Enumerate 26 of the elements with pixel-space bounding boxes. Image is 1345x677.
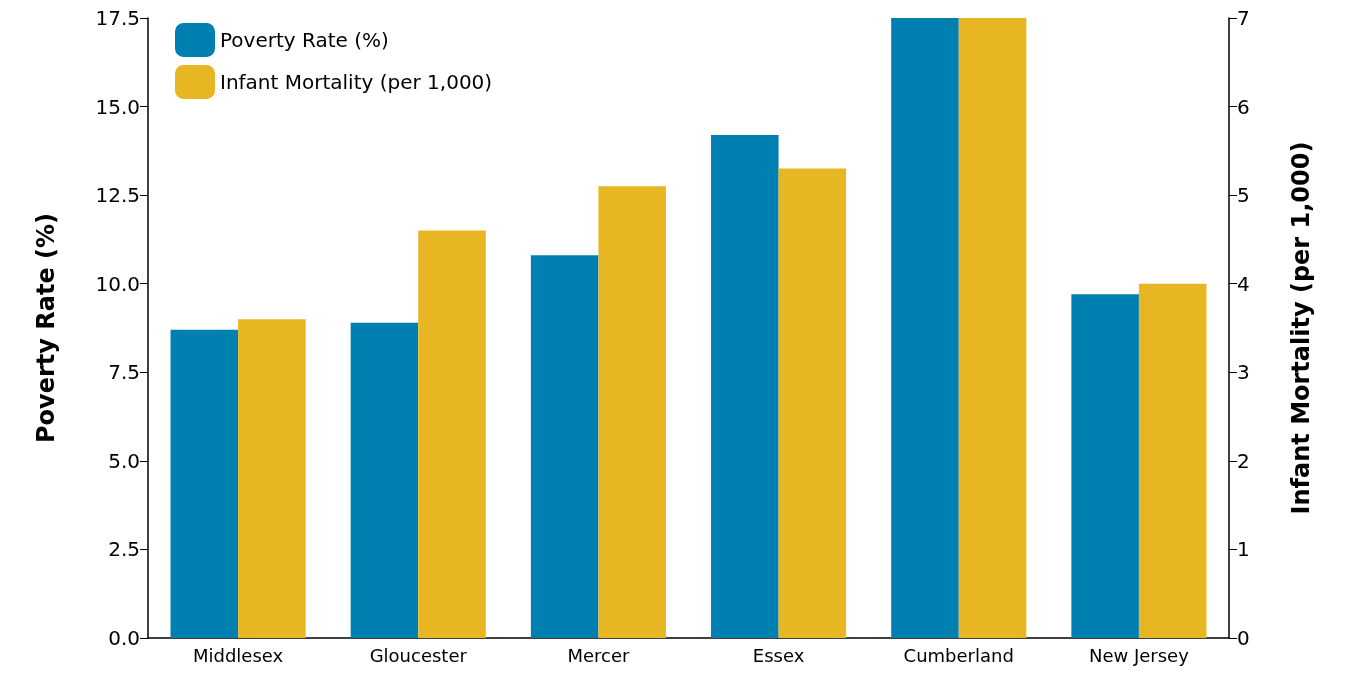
x-tick-label: Cumberland xyxy=(903,644,1014,666)
x-tick-label: Essex xyxy=(752,644,805,666)
y-tick-label: 15.0 xyxy=(95,94,140,119)
y2-tick-label: 2 xyxy=(1237,448,1250,473)
x-tick-label: Gloucester xyxy=(369,644,468,666)
y2-tick-label: 5 xyxy=(1237,183,1250,208)
y-tick-label: 17.5 xyxy=(95,6,140,30)
x-tick-label: New Jersey xyxy=(1088,644,1190,666)
y-tick-label: 5.0 xyxy=(108,448,140,473)
y-axis-title: Poverty Rate (%) xyxy=(32,212,60,444)
y-tick-label: 0.0 xyxy=(108,626,140,650)
legend-label: Infant Mortality (per 1,000) xyxy=(220,70,493,94)
y2-tick-label: 1 xyxy=(1237,537,1250,562)
y2-axis-title: Infant Mortality (per 1,000) xyxy=(1287,141,1315,515)
y-tick-label: 10.0 xyxy=(95,271,140,296)
y2-tick-label: 7 xyxy=(1237,6,1250,30)
y2-tick-label: 3 xyxy=(1237,360,1250,385)
y-tick-label: 12.5 xyxy=(95,183,140,208)
y-tick-label: 2.5 xyxy=(108,537,140,562)
legend-label: Poverty Rate (%) xyxy=(220,28,389,52)
y2-tick-label: 6 xyxy=(1237,94,1250,119)
x-tick-label: Mercer xyxy=(567,644,630,666)
x-tick-label: Middlesex xyxy=(192,644,284,666)
y-tick-label: 7.5 xyxy=(108,360,140,385)
y2-tick-label: 4 xyxy=(1237,271,1250,296)
y2-tick-label: 0 xyxy=(1237,626,1250,650)
